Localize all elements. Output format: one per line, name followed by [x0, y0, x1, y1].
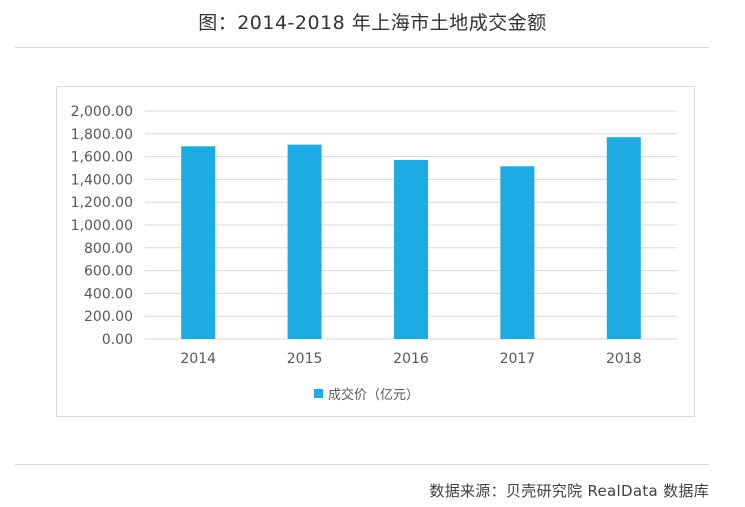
y-tick-label: 1,400.00: [71, 172, 133, 188]
y-tick-label: 2,000.00: [71, 104, 133, 120]
y-tick-label: 400.00: [84, 286, 133, 302]
y-tick-label: 1,000.00: [71, 218, 133, 234]
y-tick-label: 1,800.00: [71, 127, 133, 143]
bar-2016: [394, 160, 428, 339]
figure-title: 图：2014-2018 年上海市土地成交金额: [198, 12, 547, 34]
y-tick-label: 800.00: [84, 241, 133, 257]
bar-2018: [606, 137, 641, 339]
x-tick-label: 2018: [606, 351, 642, 367]
legend-swatch: [314, 388, 323, 398]
legend-label: 成交价（亿元）: [328, 387, 420, 403]
chart-frame: [56, 86, 695, 417]
bars: [181, 137, 641, 339]
x-tick-label: 2014: [180, 351, 216, 367]
x-tick-label: 2017: [500, 351, 536, 367]
y-tick-label: 200.00: [84, 309, 133, 325]
y-tick-label: 1,200.00: [71, 195, 133, 211]
bar-2014: [181, 146, 216, 339]
bottom-divider: [15, 464, 709, 465]
bar-2017: [500, 166, 535, 339]
y-tick-label: 1,600.00: [71, 150, 133, 166]
x-tick-label: 2015: [287, 351, 323, 367]
x-axis-ticks: 2014 2015 2016 2017 2018: [180, 351, 641, 367]
y-tick-label: 600.00: [84, 264, 133, 280]
x-tick-label: 2016: [393, 351, 429, 367]
legend: 成交价（亿元）: [314, 383, 419, 403]
bar-2015: [287, 144, 322, 339]
source-note: 数据来源：贝壳研究院 RealData 数据库: [429, 482, 709, 500]
y-tick-label: 0.00: [102, 332, 133, 348]
top-divider: [15, 47, 709, 48]
y-axis-ticks: 0.00 200.00 400.00 600.00 800.00 1,000.00 1,20…: [71, 104, 133, 348]
